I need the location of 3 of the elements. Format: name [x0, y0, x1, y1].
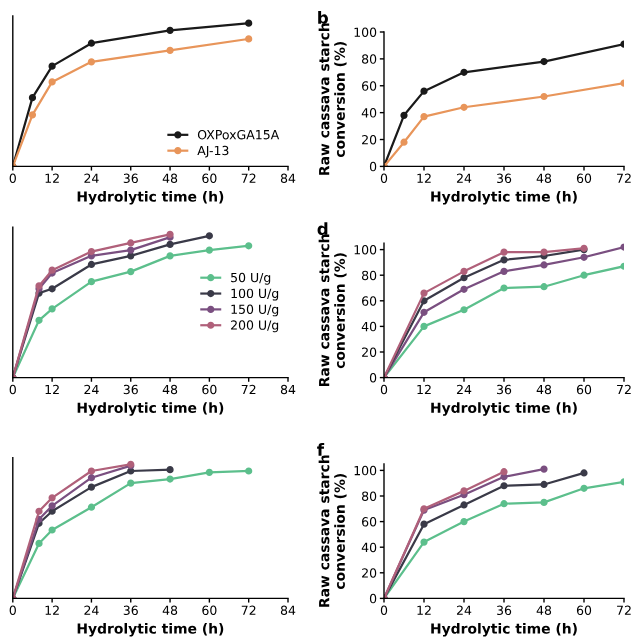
- chart-title: d: [317, 222, 328, 236]
- chart-title: f: [317, 443, 325, 456]
- chart-title: b: [318, 11, 328, 24]
